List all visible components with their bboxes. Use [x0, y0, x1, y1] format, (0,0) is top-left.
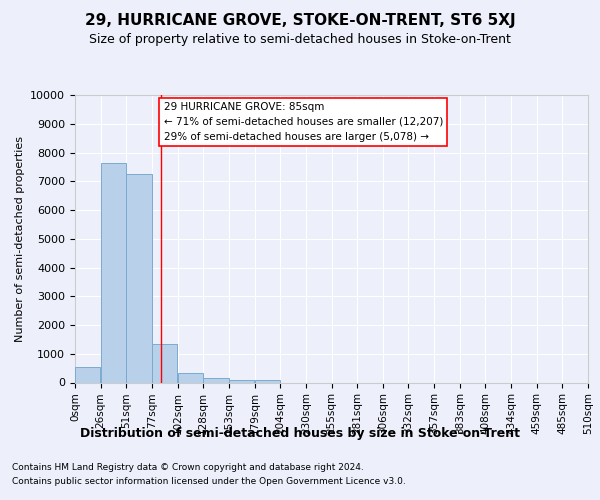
Bar [229, 380, 254, 382]
Bar [203, 378, 229, 382]
Bar [101, 162, 126, 382]
Bar [75, 368, 100, 382]
Text: Distribution of semi-detached houses by size in Stoke-on-Trent: Distribution of semi-detached houses by … [80, 428, 520, 440]
Text: 29, HURRICANE GROVE, STOKE-ON-TRENT, ST6 5XJ: 29, HURRICANE GROVE, STOKE-ON-TRENT, ST6… [85, 12, 515, 28]
Text: Contains HM Land Registry data © Crown copyright and database right 2024.: Contains HM Land Registry data © Crown c… [12, 462, 364, 471]
Text: Contains public sector information licensed under the Open Government Licence v3: Contains public sector information licen… [12, 478, 406, 486]
Bar [254, 380, 280, 382]
Bar [178, 373, 203, 382]
Y-axis label: Number of semi-detached properties: Number of semi-detached properties [15, 136, 25, 342]
Bar [152, 344, 178, 382]
Text: 29 HURRICANE GROVE: 85sqm
← 71% of semi-detached houses are smaller (12,207)
29%: 29 HURRICANE GROVE: 85sqm ← 71% of semi-… [164, 102, 443, 142]
Text: Size of property relative to semi-detached houses in Stoke-on-Trent: Size of property relative to semi-detach… [89, 32, 511, 46]
Bar [127, 174, 152, 382]
